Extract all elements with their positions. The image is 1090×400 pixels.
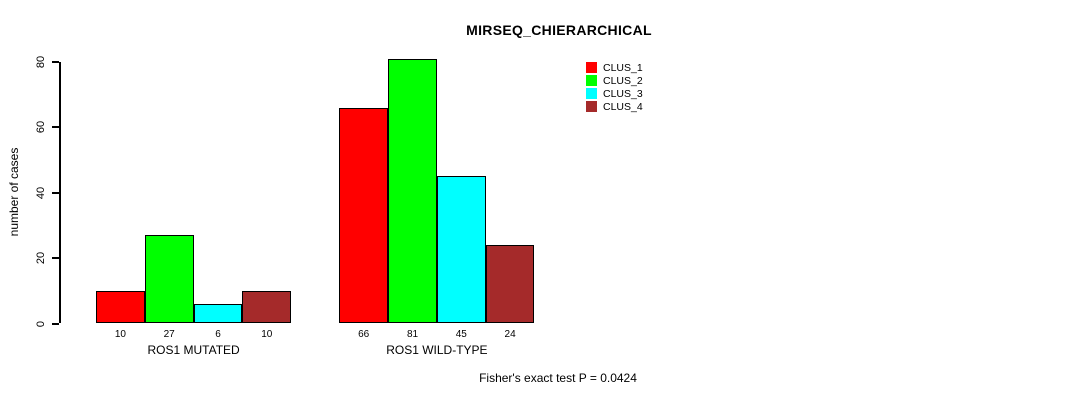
y-tick-label: 20: [35, 251, 47, 265]
legend-label: CLUS_1: [603, 61, 643, 74]
bar-CLUS_2-1: [388, 58, 437, 324]
legend-swatch: [586, 62, 597, 73]
legend-swatch: [586, 101, 597, 112]
bar-CLUS_1-0: [96, 290, 145, 324]
bar-value-label: 27: [163, 328, 175, 340]
bar-CLUS_4-1: [485, 245, 535, 324]
chart-title: MIRSEQ_CHIERARCHICAL: [466, 22, 652, 38]
legend-item-CLUS_1: CLUS_1: [586, 61, 643, 74]
x-category-label: ROS1 MUTATED: [147, 342, 240, 357]
y-tick-label: 0: [35, 320, 47, 327]
y-tick-label: 40: [35, 186, 47, 199]
y-tick: [52, 191, 59, 194]
y-tick: [52, 60, 59, 63]
bar-value-label: 6: [215, 328, 221, 340]
bar-CLUS_2-0: [144, 235, 194, 324]
y-axis-label: number of cases: [7, 147, 21, 237]
legend-label: CLUS_4: [603, 100, 643, 113]
bar-CLUS_3-0: [193, 303, 243, 324]
y-tick-label: 60: [35, 121, 47, 134]
legend-label: CLUS_3: [603, 87, 643, 100]
y-tick: [52, 257, 59, 260]
bar-value-label: 81: [406, 328, 419, 340]
legend-item-CLUS_4: CLUS_4: [586, 100, 643, 113]
legend-swatch: [586, 88, 597, 99]
bar-value-label: 10: [114, 328, 126, 340]
bar-value-label: 45: [455, 328, 467, 340]
bar-CLUS_4-0: [242, 290, 292, 324]
bar-value-label: 10: [261, 328, 273, 340]
stat-annotation: Fisher's exact test P = 0.0424: [479, 371, 637, 385]
legend-label: CLUS_2: [603, 74, 643, 87]
legend-swatch: [586, 75, 597, 86]
bar-CLUS_1-1: [339, 107, 389, 324]
bar-CLUS_3-1: [436, 176, 486, 324]
y-tick: [52, 126, 59, 129]
y-tick-label: 80: [35, 55, 47, 69]
y-axis-line: [59, 61, 61, 324]
legend-item-CLUS_2: CLUS_2: [586, 74, 643, 87]
legend-item-CLUS_3: CLUS_3: [586, 87, 643, 100]
x-category-label: ROS1 WILD-TYPE: [386, 342, 488, 357]
bar-value-label: 24: [504, 328, 516, 340]
bar-value-label: 66: [358, 328, 370, 340]
legend: CLUS_1 CLUS_2 CLUS_3 CLUS_4: [586, 61, 643, 113]
y-tick: [52, 322, 59, 325]
